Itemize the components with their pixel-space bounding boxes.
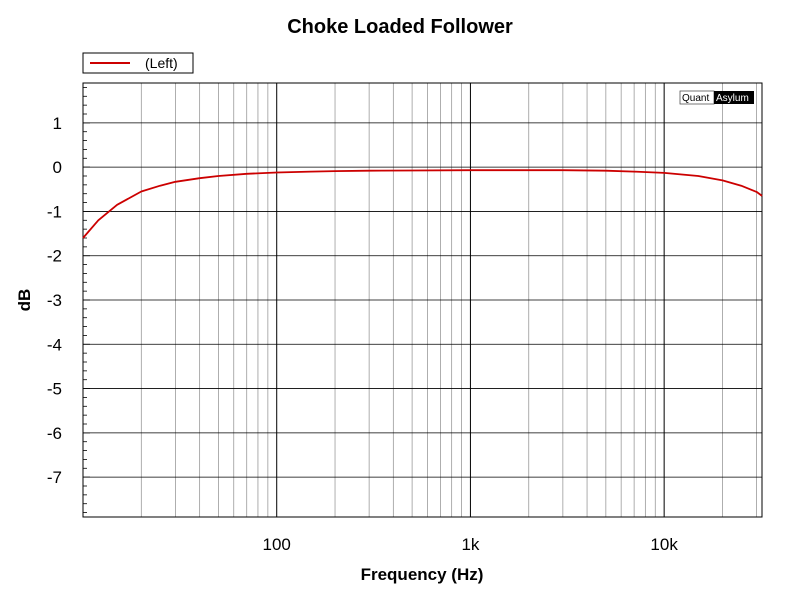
legend: (Left) [82,52,194,74]
x-axis-label: Frequency (Hz) [361,565,484,584]
x-tick-labels: 100 1k 10k [263,535,679,554]
series-line-0 [82,169,763,239]
y-tick-label: 1 [53,114,62,133]
y-tick-label: -4 [47,335,62,354]
chart-title: Choke Loaded Follower [287,16,513,38]
y-axis-label: dB [15,289,34,312]
x-tick-label: 10k [650,535,678,554]
grid [83,83,762,517]
logo-text-quant: Quant [682,93,709,104]
y-tick-label: -2 [47,247,62,266]
legend-box [82,52,194,74]
y-tick-labels: 1 0 -1 -2 -3 -4 -5 -6 -7 [47,114,62,487]
legend-entry-left: (Left) [145,55,178,71]
x-tick-label: 1k [461,535,479,554]
y-tick-label: -5 [47,380,62,399]
y-tick-label: -7 [47,468,62,487]
y-tick-label: 0 [53,158,62,177]
axis-ticks [83,87,90,513]
series-layer [82,169,763,239]
y-tick-label: -6 [47,424,62,443]
quantasylum-logo: Quant Asylum [679,90,754,105]
x-tick-label: 100 [263,535,291,554]
plot-area-frame [82,82,763,518]
y-tick-label: -1 [47,202,62,221]
logo-text-asylum: Asylum [716,93,749,104]
y-tick-label: -3 [47,291,62,310]
